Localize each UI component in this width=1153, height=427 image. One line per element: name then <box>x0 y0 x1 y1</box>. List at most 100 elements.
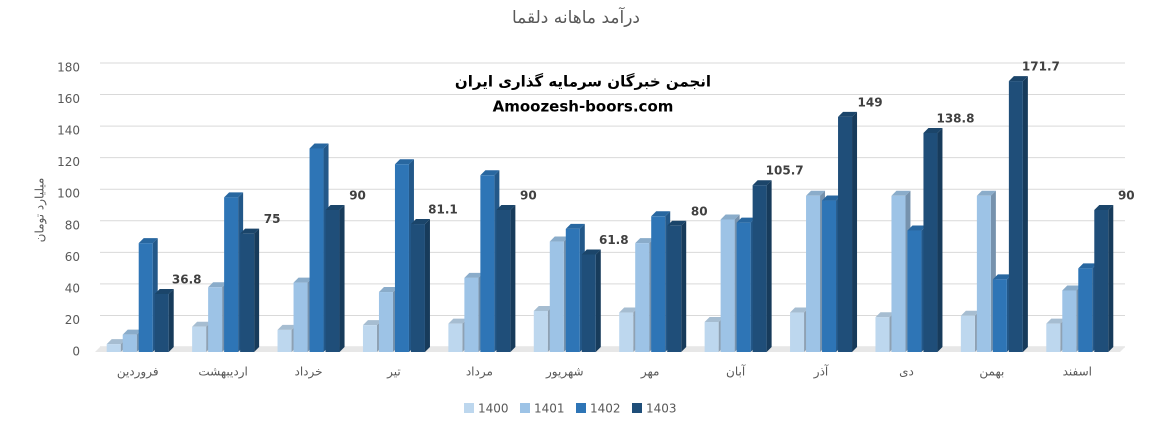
bar-top <box>976 190 996 196</box>
bar-top <box>394 159 414 165</box>
bar-side <box>681 220 687 352</box>
bar <box>1008 81 1023 353</box>
legend-label: 1402 <box>590 402 621 416</box>
watermark: انجمن خبرگان سرمایه گذاری ایران <box>455 73 711 91</box>
legend-swatch <box>520 403 530 413</box>
y-axis-label: میلیارد تومان <box>33 178 48 243</box>
y-tick-label: 20 <box>65 313 80 327</box>
bar <box>1062 290 1077 352</box>
bar <box>533 310 548 352</box>
bar-top <box>378 287 398 293</box>
value-label: 90 <box>1118 189 1135 203</box>
bar-side <box>937 128 943 352</box>
bar <box>1094 210 1109 352</box>
bar <box>704 322 719 352</box>
bar <box>154 293 169 352</box>
bar <box>496 210 511 352</box>
value-label: 81.1 <box>428 203 458 217</box>
x-tick-label: اردیبهشت <box>198 365 247 380</box>
bar-top <box>240 228 260 234</box>
bar <box>581 254 596 352</box>
bar <box>293 282 308 352</box>
bar <box>565 228 580 352</box>
value-label: 36.8 <box>172 272 202 286</box>
x-tick-label: مهر <box>640 365 660 380</box>
floor <box>95 347 1125 352</box>
bar-side <box>595 249 601 352</box>
bar <box>822 200 837 352</box>
bar-top <box>992 274 1012 280</box>
bar-top <box>549 236 569 242</box>
bar <box>138 243 153 352</box>
bar-top <box>208 282 228 288</box>
bar <box>806 195 821 352</box>
bar <box>208 287 223 352</box>
y-tick-label: 180 <box>57 61 80 75</box>
value-label: 138.8 <box>936 112 974 126</box>
bar <box>720 219 735 352</box>
x-tick-label: خرداد <box>295 365 323 380</box>
bar-side <box>1022 76 1028 353</box>
bar-top <box>138 238 158 244</box>
bar-top <box>651 211 671 217</box>
bar <box>907 230 922 352</box>
bar-side <box>168 288 174 352</box>
x-tick-label: شهریور <box>545 365 584 380</box>
y-tick-label: 140 <box>57 124 80 138</box>
bar-top <box>838 111 858 117</box>
bar <box>394 164 409 352</box>
y-tick-label: 0 <box>72 345 80 359</box>
bar-side <box>852 111 858 353</box>
watermark: Amoozesh-boors.com <box>493 98 674 116</box>
bar <box>224 197 239 352</box>
bar-top <box>464 272 484 278</box>
bar-top <box>1008 76 1028 82</box>
bar <box>875 317 890 352</box>
value-label: 171.7 <box>1022 60 1060 74</box>
bar-top <box>480 170 500 176</box>
bar-top <box>790 307 810 313</box>
bar-top <box>907 225 927 231</box>
y-tick-label: 120 <box>57 155 80 169</box>
bar-top <box>1078 263 1098 269</box>
bar-top <box>923 128 943 134</box>
bar-top <box>1046 318 1066 324</box>
bar-top <box>565 223 585 229</box>
bar-side <box>510 205 516 352</box>
bar <box>635 243 650 352</box>
bar <box>790 312 805 352</box>
y-tick-label: 100 <box>57 187 80 201</box>
y-tick-label: 160 <box>57 92 80 106</box>
bar <box>1078 268 1093 352</box>
bar <box>923 133 938 352</box>
legend-swatch <box>632 403 642 413</box>
x-tick-label: اسفند <box>1063 365 1092 379</box>
value-label: 80 <box>691 204 708 218</box>
bar-top <box>1094 205 1114 210</box>
bar-side <box>424 219 430 352</box>
value-label: 61.8 <box>599 233 629 247</box>
bar-top <box>496 205 516 210</box>
bar <box>992 279 1007 352</box>
x-tick-label: بهمن <box>979 365 1004 380</box>
bar-side <box>766 180 772 352</box>
bar-top <box>704 317 724 323</box>
bar-top <box>806 190 826 196</box>
x-tick-label: آذر <box>813 364 829 380</box>
bar-side <box>254 228 260 352</box>
x-tick-label: دی <box>899 365 914 379</box>
bar-top <box>106 339 126 345</box>
bar <box>410 224 425 352</box>
bar <box>106 344 121 352</box>
x-tick-label: فروردین <box>117 365 159 380</box>
bar <box>651 216 666 352</box>
bar <box>448 323 463 352</box>
bar-top <box>667 220 687 226</box>
bar-top <box>325 205 345 210</box>
bar <box>378 292 393 352</box>
bar <box>277 329 292 352</box>
bar-top <box>822 195 842 201</box>
bar <box>464 277 479 352</box>
bar-top <box>635 238 655 244</box>
